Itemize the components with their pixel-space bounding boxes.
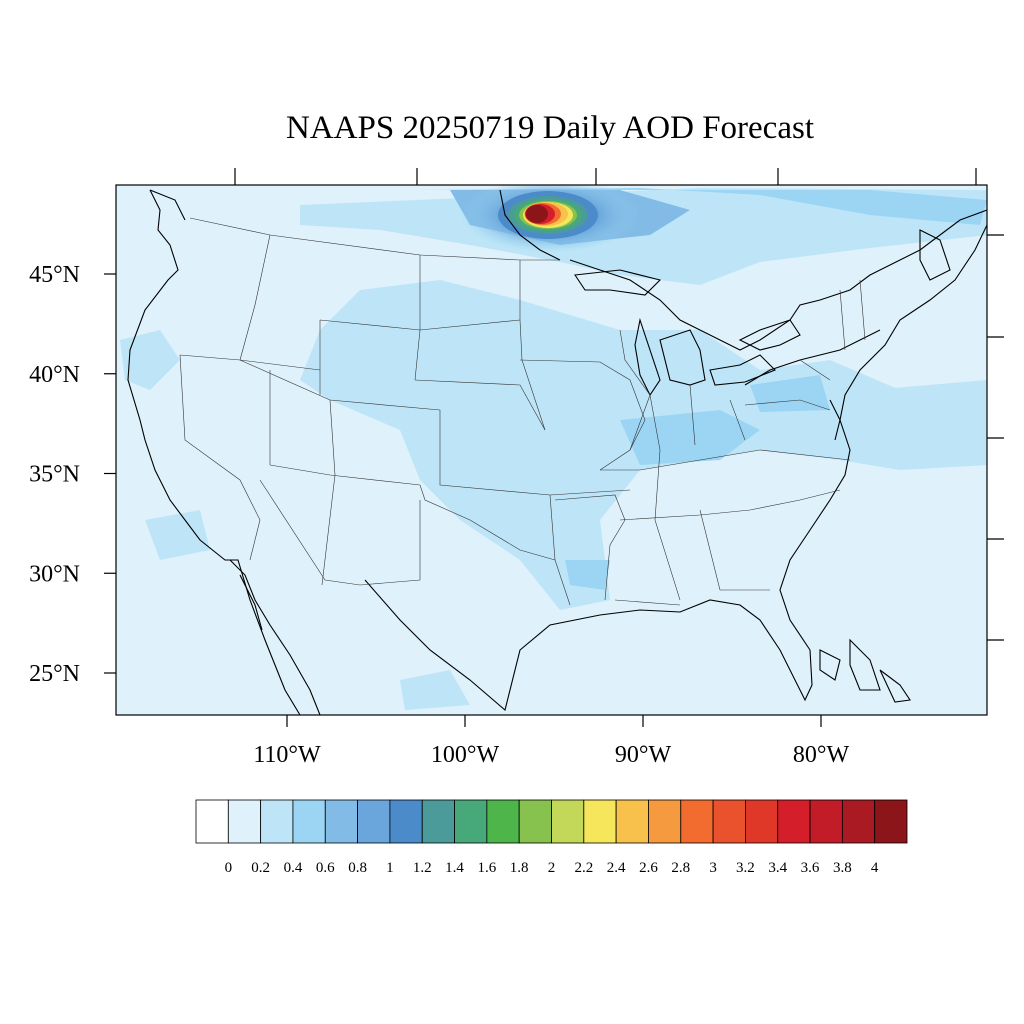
colorbar-swatch bbox=[841, 799, 876, 844]
lon-label: 80°W bbox=[793, 742, 850, 768]
lat-label: 40°N bbox=[29, 362, 80, 388]
colorbar-label: 3 bbox=[709, 860, 717, 876]
colorbar-swatch bbox=[777, 799, 811, 844]
colorbar-swatch bbox=[227, 799, 262, 844]
colorbar-labels: 0 0.2 0.4 0.6 0.8 1 1.2 1.4 1.6 1.8 2 2.2 2.4 2.6 2.8 3… bbox=[225, 860, 879, 876]
colorbar-label: 2.8 bbox=[671, 860, 690, 876]
colorbar-label: 2 bbox=[548, 860, 556, 876]
colorbar-label: 4 bbox=[871, 860, 879, 876]
colorbar-label: 0.4 bbox=[284, 860, 303, 876]
colorbar-label: 3.4 bbox=[768, 860, 787, 876]
map-frame bbox=[115, 184, 988, 716]
colorbar-swatch bbox=[389, 799, 423, 844]
colorbar-swatch bbox=[260, 799, 294, 844]
colorbar-label: 0.2 bbox=[251, 860, 270, 876]
lat-label: 30°N bbox=[29, 561, 80, 587]
colorbar-swatch bbox=[551, 799, 585, 844]
colorbar-swatch bbox=[195, 799, 229, 844]
map-title: NAAPS 20250719 Daily AOD Forecast bbox=[286, 110, 814, 146]
colorbar-swatch bbox=[421, 799, 455, 844]
colorbar-label: 1 bbox=[386, 860, 394, 876]
colorbar-label: 2.2 bbox=[574, 860, 593, 876]
colorbar-label: 1.4 bbox=[445, 860, 464, 876]
colorbar-label: 3.2 bbox=[736, 860, 755, 876]
colorbar-swatch bbox=[486, 799, 520, 844]
colorbar-swatch bbox=[712, 799, 746, 844]
colorbar-swatch bbox=[518, 799, 552, 844]
longitude-labels: 110°W 100°W 90°W 80°W bbox=[253, 742, 849, 768]
colorbar-swatch bbox=[357, 799, 391, 844]
colorbar-label: 0.6 bbox=[316, 860, 335, 876]
lon-label: 110°W bbox=[253, 742, 321, 768]
lat-label: 35°N bbox=[29, 462, 80, 488]
colorbar-swatch bbox=[615, 799, 649, 844]
colorbar-swatch bbox=[292, 799, 326, 844]
colorbar-label: 1.6 bbox=[477, 860, 496, 876]
lon-label: 90°W bbox=[615, 742, 672, 768]
colorbar-label: 1.8 bbox=[510, 860, 529, 876]
colorbar-swatch bbox=[583, 799, 617, 844]
colorbar-swatch bbox=[324, 799, 358, 844]
lat-label: 45°N bbox=[29, 262, 80, 288]
colorbar-swatch bbox=[809, 799, 843, 844]
colorbar-label: 0.8 bbox=[348, 860, 367, 876]
colorbar-label: 3.6 bbox=[801, 860, 820, 876]
political-borders bbox=[179, 217, 866, 606]
colorbar-swatch bbox=[745, 799, 779, 844]
axis-ticks bbox=[104, 168, 1004, 727]
lat-label: 25°N bbox=[29, 661, 80, 687]
colorbar-label: 1.2 bbox=[413, 860, 432, 876]
colorbar-label: 2.4 bbox=[607, 860, 626, 876]
colorbar-label: 0 bbox=[225, 860, 233, 876]
colorbar-label: 2.6 bbox=[639, 860, 658, 876]
colorbar bbox=[195, 799, 908, 844]
colorbar-swatch bbox=[680, 799, 714, 844]
latitude-labels: 45°N 40°N 35°N 30°N 25°N bbox=[29, 262, 80, 687]
colorbar-label: 3.8 bbox=[833, 860, 852, 876]
smoke-plume bbox=[460, 185, 640, 253]
colorbar-swatch bbox=[874, 799, 908, 844]
lon-label: 100°W bbox=[431, 742, 500, 768]
coastlines bbox=[127, 189, 987, 715]
colorbar-swatch bbox=[454, 799, 488, 844]
colorbar-swatch bbox=[648, 799, 682, 844]
